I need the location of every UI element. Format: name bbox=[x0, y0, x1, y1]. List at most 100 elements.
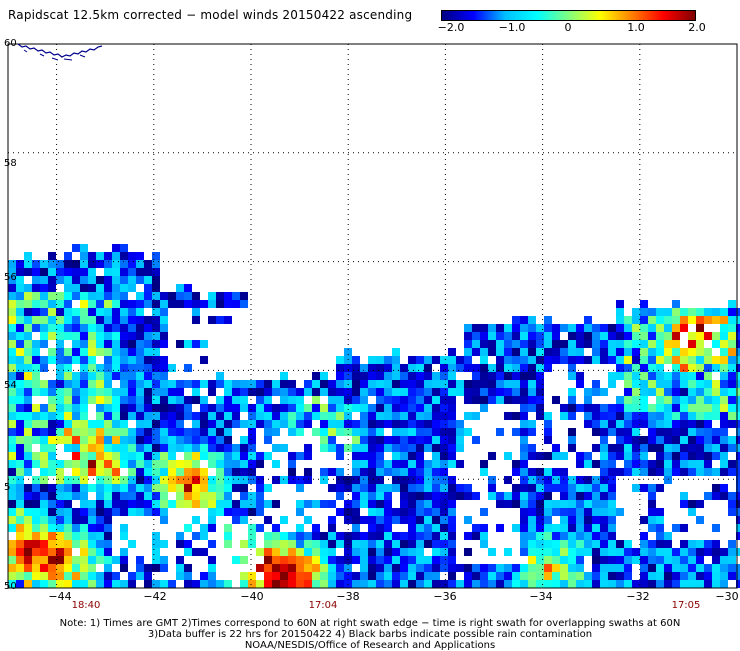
wind-cell bbox=[504, 380, 512, 388]
wind-cell bbox=[680, 356, 688, 364]
wind-cell bbox=[144, 444, 152, 452]
wind-cell bbox=[240, 516, 248, 524]
wind-cell bbox=[56, 276, 64, 284]
wind-cell bbox=[528, 532, 536, 540]
wind-cell bbox=[720, 348, 728, 356]
wind-cell bbox=[416, 524, 424, 532]
wind-cell bbox=[600, 436, 608, 444]
wind-cell bbox=[368, 428, 376, 436]
wind-cell bbox=[432, 380, 440, 388]
wind-cell bbox=[168, 444, 176, 452]
wind-cell bbox=[464, 572, 472, 580]
wind-cell bbox=[640, 380, 648, 388]
wind-cell bbox=[400, 476, 408, 484]
wind-cell bbox=[40, 268, 48, 276]
wind-cell bbox=[448, 524, 456, 532]
wind-cell bbox=[432, 484, 440, 492]
wind-cell bbox=[296, 548, 304, 556]
wind-cell bbox=[128, 428, 136, 436]
wind-cell bbox=[672, 380, 680, 388]
wind-cell bbox=[24, 420, 32, 428]
wind-cell bbox=[688, 452, 696, 460]
wind-cell bbox=[104, 356, 112, 364]
wind-cell bbox=[400, 364, 408, 372]
wind-cell bbox=[680, 452, 688, 460]
wind-cell bbox=[56, 492, 64, 500]
wind-cell bbox=[528, 396, 536, 404]
wind-cell bbox=[304, 500, 312, 508]
wind-cell bbox=[360, 444, 368, 452]
wind-cell bbox=[496, 324, 504, 332]
wind-cell bbox=[560, 508, 568, 516]
wind-cell bbox=[320, 548, 328, 556]
wind-cell bbox=[48, 492, 56, 500]
wind-cell bbox=[576, 452, 584, 460]
wind-cell bbox=[448, 540, 456, 548]
wind-cell bbox=[176, 412, 184, 420]
wind-cell bbox=[448, 356, 456, 364]
wind-cell bbox=[616, 444, 624, 452]
wind-cell bbox=[672, 340, 680, 348]
wind-cell bbox=[248, 436, 256, 444]
wind-cell bbox=[216, 436, 224, 444]
wind-cell bbox=[192, 516, 200, 524]
wind-cell bbox=[176, 484, 184, 492]
wind-cell bbox=[176, 540, 184, 548]
wind-cell bbox=[272, 540, 280, 548]
wind-cell bbox=[200, 524, 208, 532]
wind-cell bbox=[48, 484, 56, 492]
wind-cell bbox=[192, 484, 200, 492]
wind-cell bbox=[120, 460, 128, 468]
wind-cell bbox=[96, 388, 104, 396]
wind-cell bbox=[408, 516, 416, 524]
wind-cell bbox=[264, 532, 272, 540]
wind-cell bbox=[88, 452, 96, 460]
wind-cell bbox=[280, 556, 288, 564]
wind-cell bbox=[104, 340, 112, 348]
wind-cell bbox=[416, 548, 424, 556]
wind-cell bbox=[88, 500, 96, 508]
wind-cell bbox=[192, 396, 200, 404]
wind-cell bbox=[320, 380, 328, 388]
wind-cell bbox=[336, 572, 344, 580]
wind-cell bbox=[240, 292, 248, 300]
wind-cell bbox=[152, 252, 160, 260]
wind-cell bbox=[160, 436, 168, 444]
wind-cell bbox=[632, 308, 640, 316]
wind-cell bbox=[592, 580, 600, 588]
wind-cell bbox=[360, 380, 368, 388]
wind-cell bbox=[560, 556, 568, 564]
wind-cell bbox=[616, 300, 624, 308]
wind-cell bbox=[736, 388, 740, 396]
wind-cell bbox=[336, 564, 344, 572]
wind-cell bbox=[688, 412, 696, 420]
wind-cell bbox=[104, 324, 112, 332]
wind-cell bbox=[488, 340, 496, 348]
wind-cell bbox=[200, 428, 208, 436]
wind-cell bbox=[728, 412, 736, 420]
wind-cell bbox=[272, 428, 280, 436]
wind-cell bbox=[120, 484, 128, 492]
wind-cell bbox=[232, 556, 240, 564]
wind-cell bbox=[736, 468, 740, 476]
wind-cell bbox=[144, 428, 152, 436]
lat-label: 50 bbox=[4, 581, 17, 592]
wind-cell bbox=[88, 508, 96, 516]
wind-cell bbox=[96, 292, 104, 300]
wind-cell bbox=[392, 532, 400, 540]
wind-cell bbox=[736, 396, 740, 404]
wind-cell bbox=[88, 580, 96, 588]
wind-cell bbox=[232, 484, 240, 492]
wind-cell bbox=[16, 492, 24, 500]
wind-cell bbox=[384, 404, 392, 412]
wind-cell bbox=[312, 372, 320, 380]
swath-time: 17:04 bbox=[308, 600, 338, 611]
wind-cell bbox=[56, 460, 64, 468]
wind-cell bbox=[328, 428, 336, 436]
wind-cell bbox=[600, 524, 608, 532]
wind-cell bbox=[264, 412, 272, 420]
wind-cell bbox=[112, 420, 120, 428]
wind-cell bbox=[152, 332, 160, 340]
wind-cell bbox=[616, 508, 624, 516]
wind-cell bbox=[656, 364, 664, 372]
